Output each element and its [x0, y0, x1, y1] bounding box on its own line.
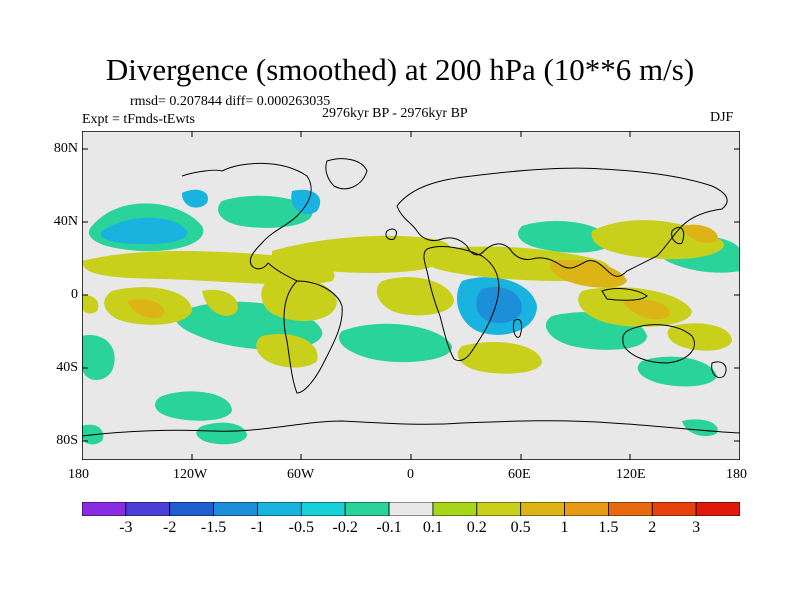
x-tick-label: 120E [616, 467, 646, 482]
x-tick-label: 60W [287, 467, 315, 482]
colorbar-label: -0.1 [376, 519, 402, 536]
contour-region [637, 356, 717, 387]
contour-region [155, 391, 232, 421]
colorbar-swatch [257, 502, 302, 516]
colorbar-swatch [608, 502, 653, 516]
colorbar-label: -1.5 [200, 519, 227, 536]
contour-region [100, 217, 188, 245]
coastlines [82, 158, 740, 437]
colorbar-label: 0.5 [510, 519, 531, 536]
contour-region [682, 224, 718, 243]
eurasia-coast [396, 167, 728, 277]
central-america-coast [267, 262, 298, 282]
x-tick-label: 180 [68, 467, 89, 482]
x-tick-label: 0 [407, 467, 414, 482]
colorbar-swatch [169, 502, 215, 516]
south-america-coast [283, 280, 343, 394]
y-tick-label: 40S [56, 360, 78, 375]
contour-region [550, 259, 627, 288]
colorbar-label: -3 [119, 519, 133, 536]
colorbar-swatch [82, 502, 127, 516]
stats-label: rmsd= 0.207844 diff= 0.000263035 [130, 94, 331, 109]
contour-region [457, 342, 542, 374]
colorbar [82, 502, 740, 516]
colorbar-label: 0.2 [466, 519, 487, 536]
africa-coast [423, 246, 500, 362]
contour-region [376, 277, 454, 316]
y-tick-label: 80S [56, 433, 78, 448]
contour-region [476, 287, 522, 324]
contour-region [272, 235, 452, 273]
colorbar-label: 3 [692, 519, 701, 536]
indonesia-coast [601, 288, 648, 301]
period-label: 2976kyr BP - 2976kyr BP [322, 106, 468, 121]
x-tick-label: 120W [173, 467, 208, 482]
contour-region [682, 419, 718, 437]
y-tick-label: 0 [71, 287, 78, 302]
colorbar-label: -1 [250, 519, 265, 536]
y-tick-label: 40N [53, 214, 78, 229]
colorbar-label: 1.5 [598, 519, 619, 536]
x-tick-label: 60E [508, 467, 531, 482]
contour-region [82, 335, 115, 381]
japan-coast [671, 227, 685, 245]
map-title: Divergence (smoothed) at 200 hPa (10**6 … [105, 52, 695, 87]
x-tick-label: 180 [726, 467, 747, 482]
colorbar-swatch [125, 502, 171, 516]
contour-region [518, 221, 612, 253]
colorbar-swatch [300, 502, 346, 516]
contour-region [196, 422, 247, 445]
colorbar-label: -0.5 [288, 519, 314, 536]
new-zealand-coast [711, 361, 727, 378]
colorbar-swatch [213, 502, 258, 516]
colorbar-label: -2 [163, 519, 177, 536]
divergence-map [82, 131, 740, 460]
colorbar-swatch [432, 502, 478, 516]
contour-region [218, 195, 313, 228]
contour-region [256, 333, 318, 368]
contour-region [82, 295, 99, 314]
colorbar-swatch [476, 502, 522, 516]
madagascar-coast [513, 318, 523, 338]
contour-region [202, 289, 238, 316]
colorbar-swatch [344, 502, 390, 516]
colorbar-swatch [388, 502, 434, 516]
divergence-field [82, 189, 740, 445]
colorbar-swatch [520, 502, 565, 516]
experiment-label: Expt = tFmds-tEwts [82, 112, 195, 127]
colorbar-label: -0.2 [332, 519, 358, 536]
map-tick-marks [82, 131, 740, 460]
y-tick-label: 80N [53, 141, 78, 156]
colorbar-swatch [695, 502, 740, 516]
colorbar-swatch [564, 502, 609, 516]
contour-region [182, 189, 208, 208]
contour-region [291, 189, 321, 215]
contour-region [338, 323, 453, 363]
greenland-coast [325, 158, 368, 190]
colorbar-label: 1 [560, 519, 569, 536]
australia-coast [622, 324, 695, 364]
contour-region [82, 251, 335, 285]
uk-coast [385, 228, 397, 240]
season-label: DJF [710, 110, 734, 125]
antarctica-coast [82, 420, 740, 437]
contour-region [127, 299, 165, 319]
contour-region [622, 299, 671, 320]
alaska-coast [181, 169, 223, 177]
north-america-coast [221, 162, 312, 270]
colorbar-label: 0.1 [422, 519, 443, 536]
colorbar-swatch [651, 502, 697, 516]
colorbar-label: 2 [648, 519, 657, 536]
contour-region [261, 277, 337, 321]
